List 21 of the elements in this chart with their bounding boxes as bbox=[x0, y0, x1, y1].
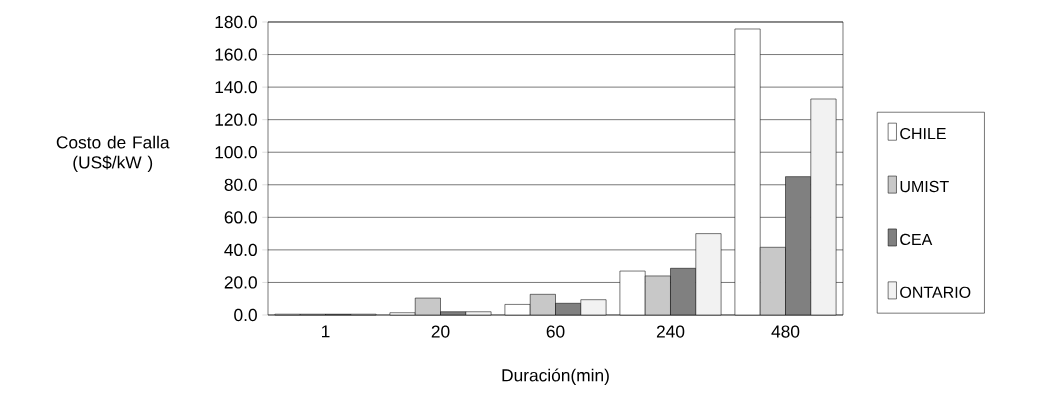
y-tick-label: 140.0 bbox=[215, 80, 257, 94]
legend-label: ONTARIO bbox=[900, 286, 971, 298]
x-tick-label: 480 bbox=[771, 325, 800, 338]
y-tick-label: 0.0 bbox=[234, 308, 257, 322]
legend-label: UMIST bbox=[900, 180, 949, 193]
x-tick-label: 60 bbox=[546, 325, 565, 338]
y-tick-label: 20.0 bbox=[224, 276, 257, 289]
y-tick-label: 100.0 bbox=[215, 146, 257, 159]
legend-label: CHILE bbox=[900, 127, 946, 140]
legend-label: CEA bbox=[900, 233, 933, 246]
x-tick-label: 20 bbox=[431, 325, 450, 338]
x-tick-label: 1 bbox=[322, 325, 330, 338]
x-tick-label: 240 bbox=[656, 325, 685, 338]
y-tick-label: 80.0 bbox=[224, 178, 257, 191]
y-tick-label: 40.0 bbox=[224, 243, 257, 257]
x-axis-title: Duración(min) bbox=[502, 368, 609, 385]
y-tick-label: 180.0 bbox=[215, 15, 257, 29]
y-tick-label: 120.0 bbox=[215, 113, 257, 126]
y-axis-title: Costo de Falla (US$/kW ) bbox=[56, 135, 170, 172]
y-tick-label: 160.0 bbox=[215, 48, 257, 61]
y-tick-label: 60.0 bbox=[224, 211, 257, 224]
